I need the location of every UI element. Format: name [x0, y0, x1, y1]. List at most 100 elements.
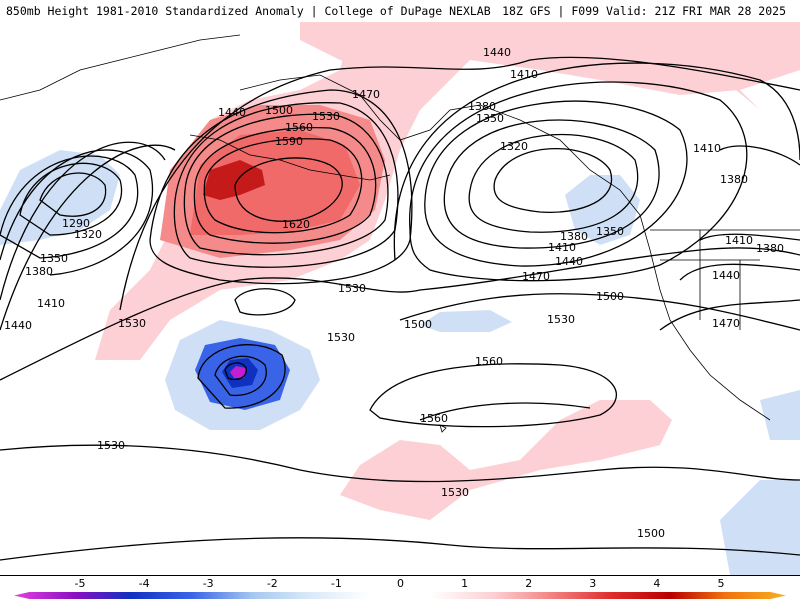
label-1410-e2: 1410 — [725, 234, 753, 247]
colorbar-label: -3 — [202, 577, 214, 590]
contour-1350-west — [0, 155, 139, 259]
west-coast-na — [639, 214, 771, 421]
contour-1410-east — [699, 233, 800, 241]
contour-1380-west — [0, 149, 153, 276]
contour-1500-south — [0, 537, 800, 561]
anomaly-fills — [0, 22, 800, 575]
contour-1380-ne — [443, 119, 660, 249]
colorbar-label: 1 — [461, 577, 469, 590]
label-1560: 1560 — [285, 121, 313, 134]
label-1560-hawaii: 1560 — [420, 412, 448, 425]
negative-anomaly-west — [0, 150, 120, 245]
colorbar-label: -5 — [74, 577, 86, 590]
contour-1410-west — [0, 141, 166, 301]
label-1320-ne: 1320 — [500, 140, 528, 153]
label-1500-e: 1500 — [596, 290, 624, 303]
colorbar-gradient — [14, 592, 786, 599]
colorbar-label: 4 — [653, 577, 661, 590]
contour-labels: 1620 1590 1560 1530 1500 1440 1470 1440 … — [4, 46, 784, 540]
label-1350-west: 1350 — [40, 252, 68, 265]
label-1530-west: 1530 — [118, 317, 146, 330]
label-1380-alaska: 1380 — [468, 100, 496, 113]
positive-anomaly-central-pacific — [340, 400, 672, 520]
label-1410-west: 1410 — [37, 297, 65, 310]
colorbar: -5 -4 -3 -2 -1 0 1 2 3 4 5 — [0, 575, 800, 601]
label-1350-alaska: 1350 — [476, 112, 504, 125]
hawaii-1 — [439, 424, 447, 433]
contour-1560-inner — [419, 402, 591, 421]
label-1620: 1620 — [282, 218, 310, 231]
contour-1290-west — [39, 172, 107, 217]
map-svg: 1620 1590 1560 1530 1500 1440 1470 1440 … — [0, 22, 800, 575]
label-1380-west: 1380 — [25, 265, 53, 278]
contour-1350-cutoff — [224, 362, 247, 381]
contour-1530-band — [0, 247, 800, 381]
label-1440-top: 1440 — [218, 106, 246, 119]
contour-1290-cutoff — [214, 355, 267, 397]
label-1440-west: 1440 — [4, 319, 32, 332]
contour-1530-cutoff — [234, 288, 296, 316]
positive-anomaly-core-high — [190, 130, 360, 235]
alaska-coast — [239, 74, 641, 216]
label-1560-south: 1560 — [475, 355, 503, 368]
label-1470-ne: 1470 — [522, 270, 550, 283]
contour-1320-west — [19, 162, 123, 236]
contour-1440-east — [679, 263, 800, 281]
map-title: 850mb Height 1981-2010 Standardized Anom… — [6, 4, 491, 18]
label-1440-ne: 1440 — [555, 255, 583, 268]
label-1380-e1: 1380 — [720, 173, 748, 186]
colorbar-label: 2 — [525, 577, 533, 590]
colorbar-label: 3 — [589, 577, 597, 590]
label-1320-west: 1320 — [74, 228, 102, 241]
colorbar-label: 5 — [717, 577, 725, 590]
label-1530-top-right: 1530 — [547, 313, 575, 326]
contour-1560 — [193, 126, 377, 244]
label-1500-top: 1500 — [265, 104, 293, 117]
height-contours — [0, 56, 800, 561]
label-1470-top: 1470 — [352, 88, 380, 101]
negative-anomaly-cutoff-low-peak — [230, 366, 246, 378]
colorbar-label: 0 — [397, 577, 404, 590]
label-1530-south: 1530 — [441, 486, 469, 499]
label-1350-ne: 1350 — [596, 225, 624, 238]
aleutian-chain — [189, 134, 391, 181]
label-1470-e: 1470 — [712, 317, 740, 330]
contour-1590 — [203, 138, 363, 234]
label-1440-e: 1440 — [712, 269, 740, 282]
contour-1320-ne — [493, 147, 613, 214]
coastlines — [0, 34, 800, 433]
negative-anomaly-small — [420, 310, 512, 332]
model-run-info: 18Z GFS | F099 Valid: 21Z FRI MAR 28 202… — [502, 4, 786, 18]
contour-1470-east — [659, 299, 800, 331]
label-1410-e1: 1410 — [693, 142, 721, 155]
contour-1530-south — [0, 444, 800, 483]
contour-1380-east — [719, 145, 800, 166]
contour-1530-inner — [183, 113, 389, 256]
contour-1350-ne — [468, 133, 639, 233]
label-1590: 1590 — [275, 135, 303, 148]
contour-1500-band — [399, 293, 800, 331]
map-header: 850mb Height 1981-2010 Standardized Anom… — [0, 0, 800, 23]
label-1290-west: 1290 — [62, 217, 90, 230]
contour-1410-ne — [424, 100, 688, 267]
contour-1440-west — [0, 144, 176, 331]
negative-anomaly-southeast — [720, 480, 800, 575]
label-1530-sw: 1530 — [97, 439, 125, 452]
label-1500-south: 1500 — [637, 527, 665, 540]
label-1500-mid: 1500 — [404, 318, 432, 331]
colorbar-label: -4 — [138, 577, 150, 590]
contour-1560-south — [369, 363, 617, 428]
label-1530-top: 1530 — [312, 110, 340, 123]
siberia-coast — [0, 34, 241, 101]
map-panel: 1620 1590 1560 1530 1500 1440 1470 1440 … — [0, 22, 800, 575]
contour-1470-ne — [393, 62, 800, 261]
label-1380-e2: 1380 — [756, 242, 784, 255]
contour-1620 — [234, 157, 343, 222]
colorbar-label: -1 — [330, 577, 342, 590]
label-1530-mid-west: 1530 — [338, 282, 366, 295]
negative-anomaly-east — [760, 390, 800, 440]
label-1440-arctic: 1440 — [483, 46, 511, 59]
label-1410-alaska: 1410 — [510, 68, 538, 81]
contour-1440-ne — [409, 81, 748, 282]
